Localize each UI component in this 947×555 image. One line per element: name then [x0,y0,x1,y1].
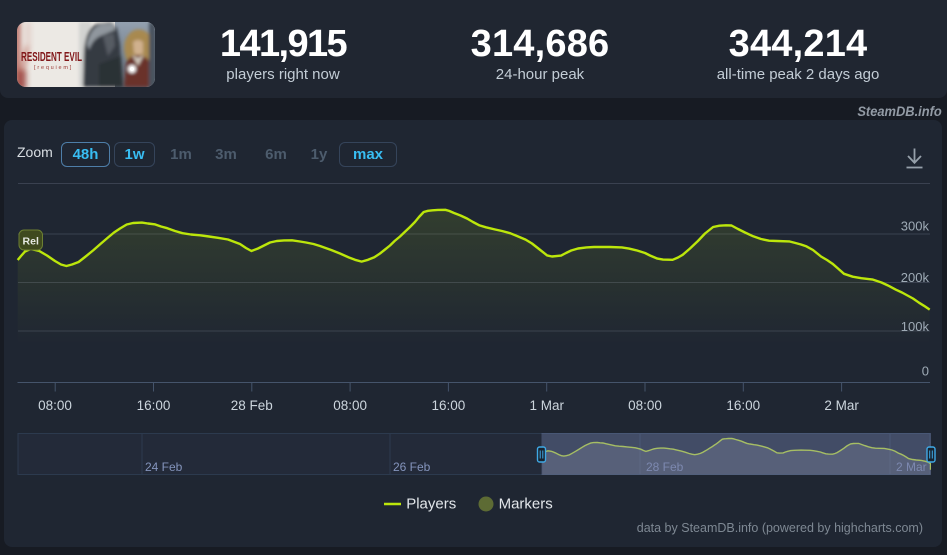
svg-text:08:00: 08:00 [628,398,662,413]
svg-text:08:00: 08:00 [38,398,72,413]
svg-text:16:00: 16:00 [726,398,760,413]
svg-text:16:00: 16:00 [137,398,171,413]
svg-text:200k: 200k [901,270,930,285]
svg-text:28 Feb: 28 Feb [231,398,273,413]
svg-text:16:00: 16:00 [432,398,466,413]
svg-text:26 Feb: 26 Feb [393,460,431,474]
svg-text:0: 0 [922,364,929,379]
svg-text:2 Mar: 2 Mar [824,398,859,413]
svg-text:2 Mar: 2 Mar [896,460,927,474]
svg-text:[requiem]: [requiem] [34,65,73,71]
svg-text:300k: 300k [901,219,930,234]
svg-text:100k: 100k [901,319,930,334]
svg-text:28 Feb: 28 Feb [646,460,684,474]
svg-text:1 Mar: 1 Mar [529,398,564,413]
svg-text:RESIDENT EVIL: RESIDENT EVIL [21,50,82,64]
svg-text:Rel: Rel [23,236,39,248]
svg-text:08:00: 08:00 [333,398,367,413]
svg-text:24 Feb: 24 Feb [145,460,183,474]
